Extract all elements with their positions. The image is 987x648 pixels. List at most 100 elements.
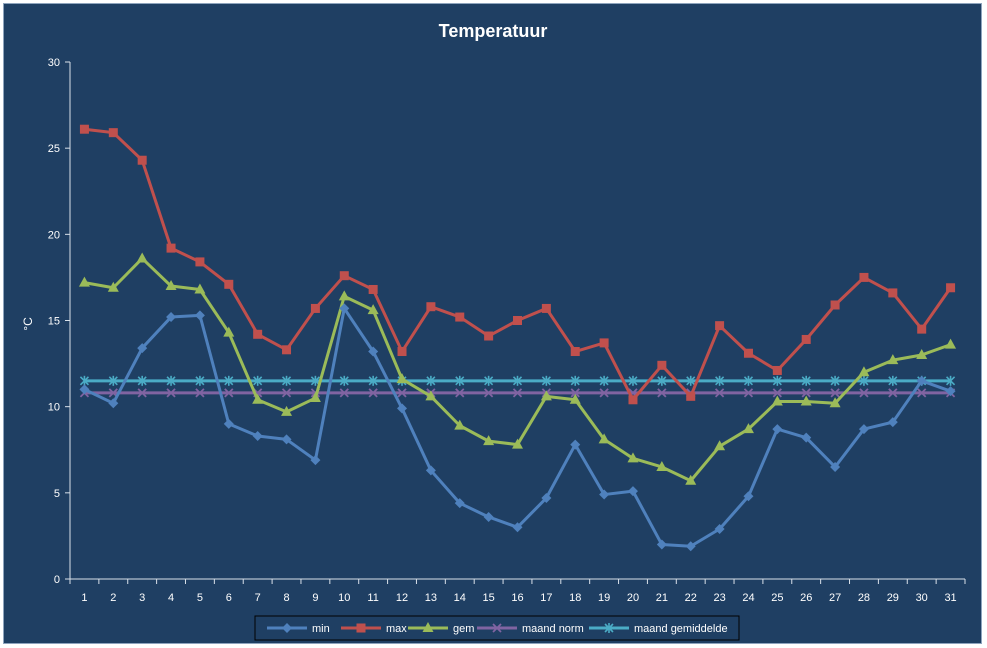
data-point-max — [657, 360, 667, 370]
data-point-gem — [512, 438, 523, 449]
data-point-min — [570, 439, 581, 450]
data-point-min — [830, 461, 841, 472]
data-point-maand-norm — [599, 388, 609, 398]
data-point-maand-gemiddelde — [195, 375, 205, 386]
data-point-gem — [627, 452, 639, 463]
data-point-max — [888, 288, 898, 298]
data-point-maand-gemiddelde — [368, 375, 378, 386]
data-point-min — [685, 541, 696, 552]
x-tick-label: 27 — [829, 592, 841, 604]
data-point-maand-norm — [195, 388, 205, 398]
data-point-maand-gemiddelde — [772, 375, 782, 386]
data-point-gem — [483, 435, 495, 446]
marker-stroke — [917, 388, 927, 398]
series-layer — [78, 124, 957, 552]
marker-stroke — [859, 388, 869, 398]
x-tick-label: 1 — [81, 592, 87, 604]
data-point-max — [859, 272, 869, 282]
marker-stroke — [166, 388, 176, 398]
data-point-maand-norm — [166, 388, 176, 398]
data-point-gem — [656, 460, 668, 471]
data-point-gem — [569, 393, 581, 404]
marker-stroke — [599, 388, 609, 398]
data-point-min — [397, 403, 408, 414]
data-point-gem — [540, 390, 552, 401]
series-max — [79, 124, 956, 405]
y-tick-label: 5 — [54, 488, 60, 500]
data-point-max — [772, 365, 782, 375]
data-point-gem — [714, 440, 726, 451]
x-tick-label: 19 — [598, 592, 610, 604]
legend-swatch-marker — [282, 623, 292, 633]
data-point-maand-gemiddelde — [455, 375, 465, 386]
data-point-maand-norm — [743, 388, 754, 398]
y-tick-label: 20 — [48, 229, 60, 241]
data-point-max — [830, 300, 840, 310]
data-point-max — [166, 243, 176, 253]
data-point-maand-norm — [455, 388, 465, 398]
marker-stroke — [830, 388, 840, 398]
data-point-maand-gemiddelde — [570, 375, 580, 386]
x-tick-label: 15 — [483, 592, 495, 604]
data-point-max — [743, 348, 753, 358]
series-line-max — [84, 127, 952, 402]
data-point-min — [887, 417, 898, 428]
x-tick-label: 20 — [627, 592, 639, 604]
data-point-maand-gemiddelde — [859, 375, 869, 386]
data-point-gem — [367, 304, 379, 315]
data-point-maand-norm — [339, 388, 349, 398]
legend-entry-max: max — [341, 623, 407, 635]
data-point-maand-gemiddelde — [599, 375, 609, 386]
data-point-gem — [887, 354, 899, 365]
data-point-min — [801, 432, 812, 443]
data-point-maand-gemiddelde — [137, 375, 147, 386]
data-point-max — [715, 321, 725, 331]
data-point-maand-gemiddelde — [657, 375, 667, 386]
marker-stroke — [455, 388, 465, 398]
chart-title: Temperatuur — [439, 21, 548, 41]
data-point-min — [310, 455, 321, 466]
marker-stroke — [512, 388, 523, 398]
marker-stroke — [801, 388, 811, 398]
data-point-maand-norm — [657, 388, 667, 398]
marker-stroke — [195, 388, 205, 398]
data-point-max — [686, 391, 696, 401]
data-point-maand-norm — [801, 388, 811, 398]
y-axis-label: °C — [21, 317, 35, 331]
data-point-gem — [829, 397, 841, 408]
data-point-maand-norm — [772, 388, 782, 398]
data-point-gem — [165, 280, 177, 291]
data-point-gem — [454, 419, 466, 430]
data-point-min — [656, 539, 667, 550]
data-point-min — [627, 486, 638, 497]
data-point-maand-gemiddelde — [166, 375, 176, 386]
x-tick-label: 2 — [110, 592, 116, 604]
series-gem — [78, 252, 957, 485]
data-point-max — [224, 279, 234, 289]
x-tick-label: 24 — [742, 592, 754, 604]
x-tick-label: 28 — [858, 592, 870, 604]
x-tick-label: 30 — [916, 592, 928, 604]
legend: min max gem maand norm maand gemiddelde — [254, 615, 740, 641]
series-min — [79, 303, 956, 552]
marker-stroke — [888, 388, 898, 398]
x-tick-label: 12 — [396, 592, 408, 604]
x-tick-label: 9 — [312, 592, 318, 604]
data-point-gem — [78, 276, 90, 287]
data-point-maand-norm — [714, 388, 725, 398]
data-point-min — [483, 511, 494, 522]
data-point-max — [253, 329, 263, 339]
data-point-max — [801, 334, 811, 344]
x-tick-label: 4 — [168, 592, 174, 604]
legend-label: maand norm — [522, 623, 584, 635]
data-point-maand-gemiddelde — [108, 375, 118, 386]
marker-stroke — [492, 623, 502, 633]
data-point-max — [426, 302, 436, 312]
y-tick-label: 30 — [48, 57, 60, 69]
marker-stroke — [714, 388, 725, 398]
x-tick-label: 31 — [944, 592, 956, 604]
data-point-gem — [194, 283, 206, 294]
data-point-max — [484, 331, 494, 341]
data-point-gem — [916, 348, 928, 359]
data-point-min — [79, 384, 90, 395]
